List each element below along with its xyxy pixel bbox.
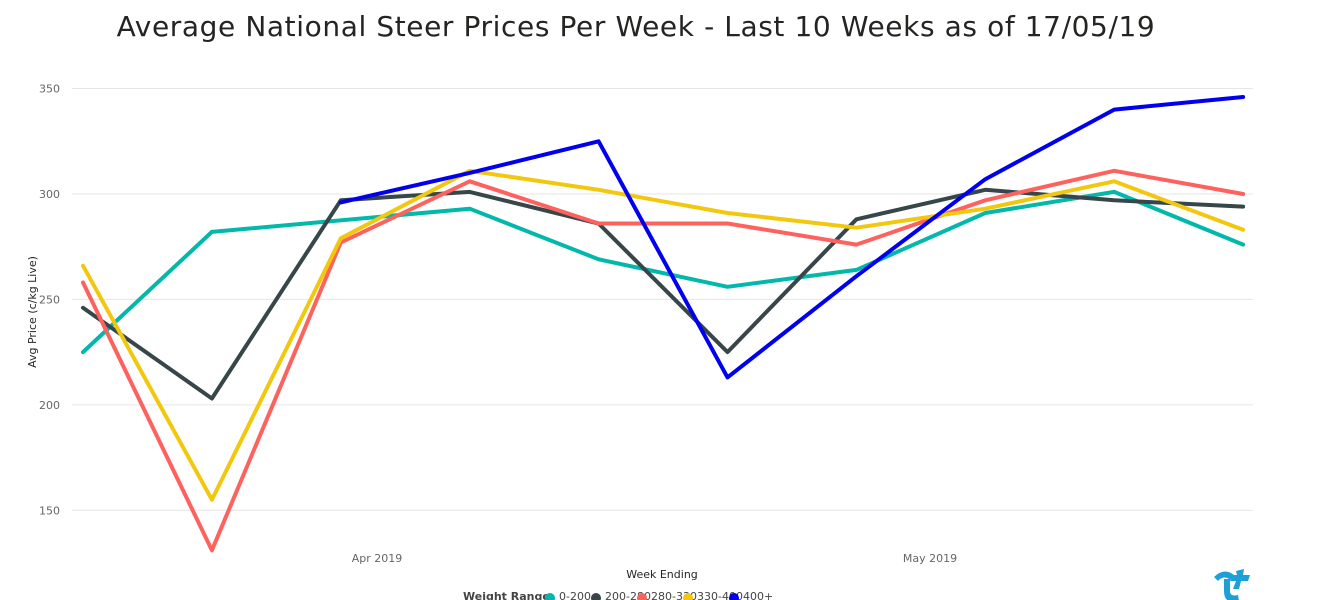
- series-line-200-280[interactable]: [81, 187, 1246, 401]
- series-line-400+[interactable]: [338, 95, 1246, 380]
- legend-item-label[interactable]: 280-330: [651, 590, 697, 600]
- y-axis-ticks: 150 200 250 300 350: [39, 83, 60, 518]
- y-tick-label: 150: [39, 504, 60, 517]
- legend-item-label[interactable]: 330-400: [697, 590, 743, 600]
- x-tick-label: Apr 2019: [352, 552, 403, 565]
- legend-marker[interactable]: [683, 593, 693, 600]
- y-tick-label: 200: [39, 399, 60, 412]
- y-tick-label: 350: [39, 83, 60, 96]
- legend-marker[interactable]: [637, 593, 647, 600]
- series-line-0-200[interactable]: [81, 189, 1246, 355]
- brand-logo-icon: [1214, 569, 1250, 600]
- y-tick-label: 250: [39, 293, 60, 306]
- legend-title: Weight Range: [463, 590, 550, 600]
- x-tick-label: May 2019: [903, 552, 957, 565]
- y-axis-title: Avg Price (c/kg Live): [26, 256, 39, 368]
- x-axis-title: Week Ending: [626, 568, 698, 581]
- series-line-330-400[interactable]: [81, 168, 1246, 502]
- gridlines: [72, 88, 1253, 511]
- series-lines: [81, 95, 1246, 553]
- y-tick-label: 300: [39, 188, 60, 201]
- legend[interactable]: Weight Range 0-200 200-280 280-330 330-400 40…: [463, 590, 773, 600]
- legend-marker[interactable]: [545, 593, 555, 600]
- legend-item-label[interactable]: 200-280: [605, 590, 651, 600]
- legend-item-label[interactable]: 0-200: [559, 590, 591, 600]
- legend-marker[interactable]: [591, 593, 601, 600]
- legend-item-label[interactable]: 400+: [743, 590, 773, 600]
- x-axis-ticks: Apr 2019 May 2019: [352, 552, 957, 565]
- legend-marker[interactable]: [729, 593, 739, 600]
- series-line-280-330[interactable]: [81, 168, 1246, 553]
- chart-title: Average National Steer Prices Per Week -…: [116, 10, 1156, 43]
